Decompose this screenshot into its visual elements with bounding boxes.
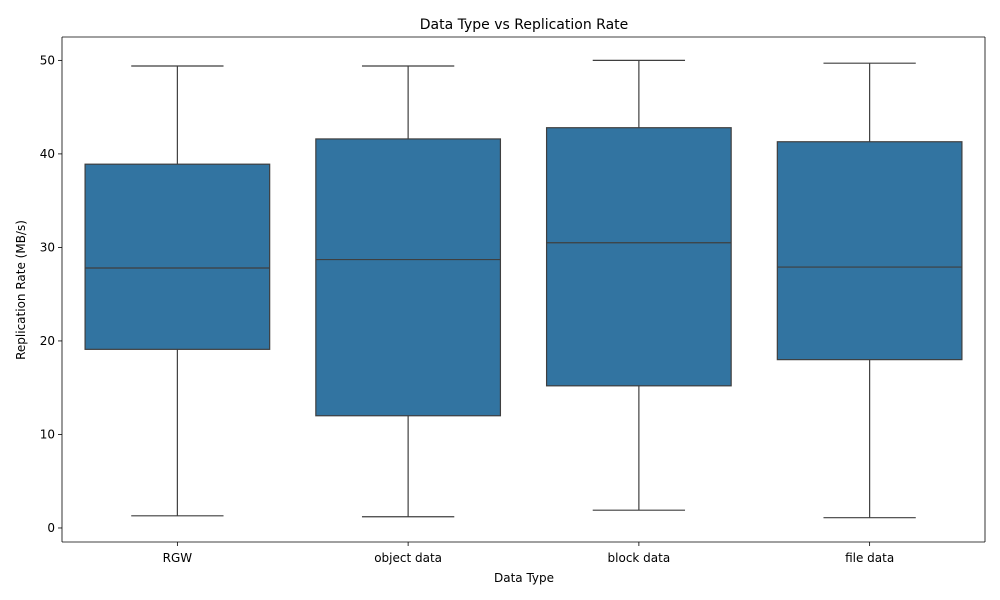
box-3 [776,62,963,519]
y-tick-label: 50 [40,53,55,67]
iqr-box [776,141,963,361]
x-axis-title: Data Type [494,571,554,585]
x-ticks-group: RGW object data block data file data [163,542,894,565]
y-tick-label: 0 [47,521,55,535]
y-ticks-group: 0 10 20 30 40 50 [40,53,62,535]
y-axis-title: Replication Rate (MB/s) [14,220,28,360]
x-tick-label: RGW [163,551,193,565]
box-0 [84,65,271,517]
iqr-box [545,127,732,387]
x-tick-label: block data [608,551,671,565]
x-tick-label: object data [374,551,442,565]
y-tick-label: 20 [40,334,55,348]
iqr-box [315,138,502,417]
y-tick-label: 40 [40,147,55,161]
box-1 [315,65,502,518]
axes-group [61,36,986,543]
x-tick-label: file data [845,551,894,565]
boxes-group [84,59,963,519]
iqr-box [84,163,271,350]
box-2 [545,59,732,511]
y-tick-label: 30 [40,240,55,254]
y-tick-label: 10 [40,427,55,441]
chart-title: Data Type vs Replication Rate [420,17,629,33]
